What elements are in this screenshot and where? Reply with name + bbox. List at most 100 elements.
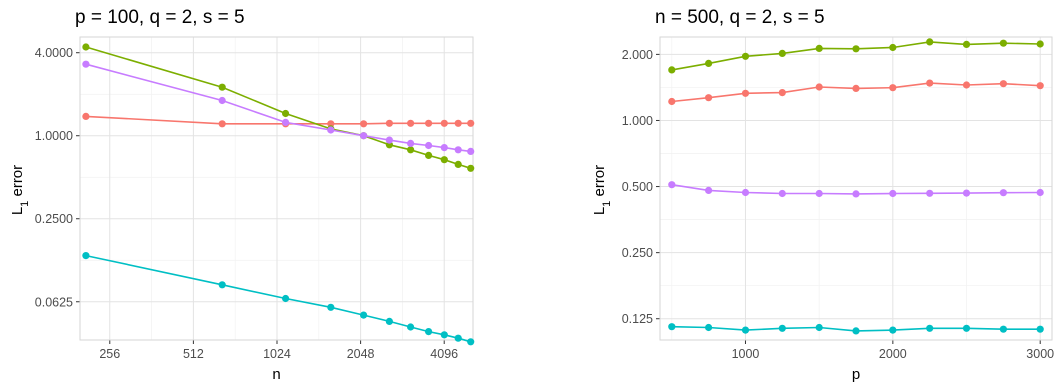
data-point	[852, 190, 860, 198]
data-point	[815, 323, 823, 332]
data-point	[926, 79, 934, 87]
x-tick-label: 4096	[430, 347, 458, 361]
data-point	[467, 147, 475, 155]
data-point	[962, 40, 971, 49]
data-point	[741, 89, 750, 97]
data-point	[1036, 40, 1044, 48]
data-point	[440, 156, 448, 164]
data-point	[852, 327, 860, 335]
data-point	[407, 139, 415, 147]
data-point	[1036, 82, 1044, 90]
series-3	[668, 323, 1044, 335]
data-point	[218, 83, 226, 91]
data-point	[454, 160, 462, 168]
data-point	[327, 120, 335, 128]
data-point	[889, 326, 897, 334]
y-tick-label: 0.250	[622, 246, 653, 260]
y-tick-label: 0.125	[622, 312, 653, 326]
data-point	[360, 120, 368, 128]
data-point	[440, 331, 448, 339]
data-point	[425, 141, 433, 150]
data-point	[926, 38, 934, 46]
data-point	[815, 189, 823, 198]
data-point	[82, 112, 90, 120]
data-point	[778, 49, 786, 58]
data-point	[705, 323, 713, 332]
series-4	[82, 60, 475, 155]
y-tick-label: 2.000	[622, 48, 653, 62]
chart-title: n = 500, q = 2, s = 5	[655, 7, 825, 28]
chart-panel-1: p = 100, q = 2, s = 5 256 512 1024 2048 4096 0…	[9, 7, 475, 383]
data-point	[741, 52, 750, 60]
data-point	[668, 97, 676, 106]
data-point	[852, 45, 860, 53]
data-point	[999, 189, 1008, 197]
data-point	[705, 186, 713, 194]
y-axis-label: L1 error	[591, 165, 613, 215]
data-point	[889, 84, 897, 92]
data-point	[741, 188, 750, 197]
y-tick-label: 0.0625	[35, 295, 73, 309]
series-1	[82, 112, 475, 128]
data-point	[705, 59, 713, 67]
y-tick-label: 4.0000	[35, 46, 73, 60]
series-3	[82, 252, 475, 346]
data-point	[467, 119, 475, 127]
data-point	[778, 189, 786, 198]
x-tick-label: 3000	[1026, 347, 1054, 361]
data-point	[407, 119, 415, 127]
data-point	[407, 146, 415, 154]
data-point	[1036, 188, 1044, 197]
data-point	[440, 119, 448, 127]
data-point	[425, 119, 433, 127]
series-1	[668, 79, 1044, 106]
series-2	[82, 43, 475, 172]
data-point	[327, 303, 335, 311]
data-point	[852, 84, 860, 92]
chart-panel-2: n = 500, q = 2, s = 5 1000 2000 3000 0.125 0.…	[591, 7, 1054, 383]
data-point	[926, 324, 934, 332]
data-point	[962, 81, 971, 89]
data-point	[778, 89, 786, 97]
data-point	[741, 326, 750, 334]
data-point	[385, 317, 393, 325]
data-point	[327, 126, 335, 134]
data-point	[282, 294, 290, 303]
data-point	[467, 164, 475, 172]
y-tick-label: 0.2500	[35, 212, 73, 226]
series-line	[85, 63, 471, 153]
y-tick-label: 0.500	[622, 180, 653, 194]
data-point	[282, 118, 290, 126]
data-point	[705, 94, 713, 102]
data-point	[668, 181, 676, 189]
chart-title: p = 100, q = 2, s = 5	[75, 7, 245, 28]
x-tick-label: 1024	[263, 347, 291, 361]
y-tick-label: 1.0000	[35, 129, 73, 143]
x-tick-label: 256	[99, 347, 120, 361]
data-point	[962, 189, 971, 197]
x-tick-label: 2048	[347, 347, 375, 361]
data-point	[425, 328, 433, 336]
series-4	[668, 181, 1044, 198]
data-point	[425, 151, 433, 159]
data-point	[815, 44, 823, 53]
data-point	[82, 43, 90, 51]
data-point	[778, 324, 786, 332]
data-point	[668, 66, 676, 74]
x-axis-label: n	[272, 366, 280, 383]
y-axis-label: L1 error	[9, 165, 31, 215]
data-point	[889, 189, 897, 198]
data-point	[815, 83, 823, 91]
data-point	[385, 119, 393, 127]
series-2	[668, 38, 1044, 74]
data-point	[360, 311, 368, 319]
data-point	[454, 334, 462, 342]
x-axis-label: p	[852, 366, 860, 383]
data-point	[999, 80, 1008, 88]
data-point	[668, 323, 676, 331]
data-point	[385, 136, 393, 144]
data-point	[1036, 325, 1044, 333]
data-point	[889, 43, 897, 52]
data-point	[218, 281, 226, 289]
data-point	[454, 119, 462, 127]
